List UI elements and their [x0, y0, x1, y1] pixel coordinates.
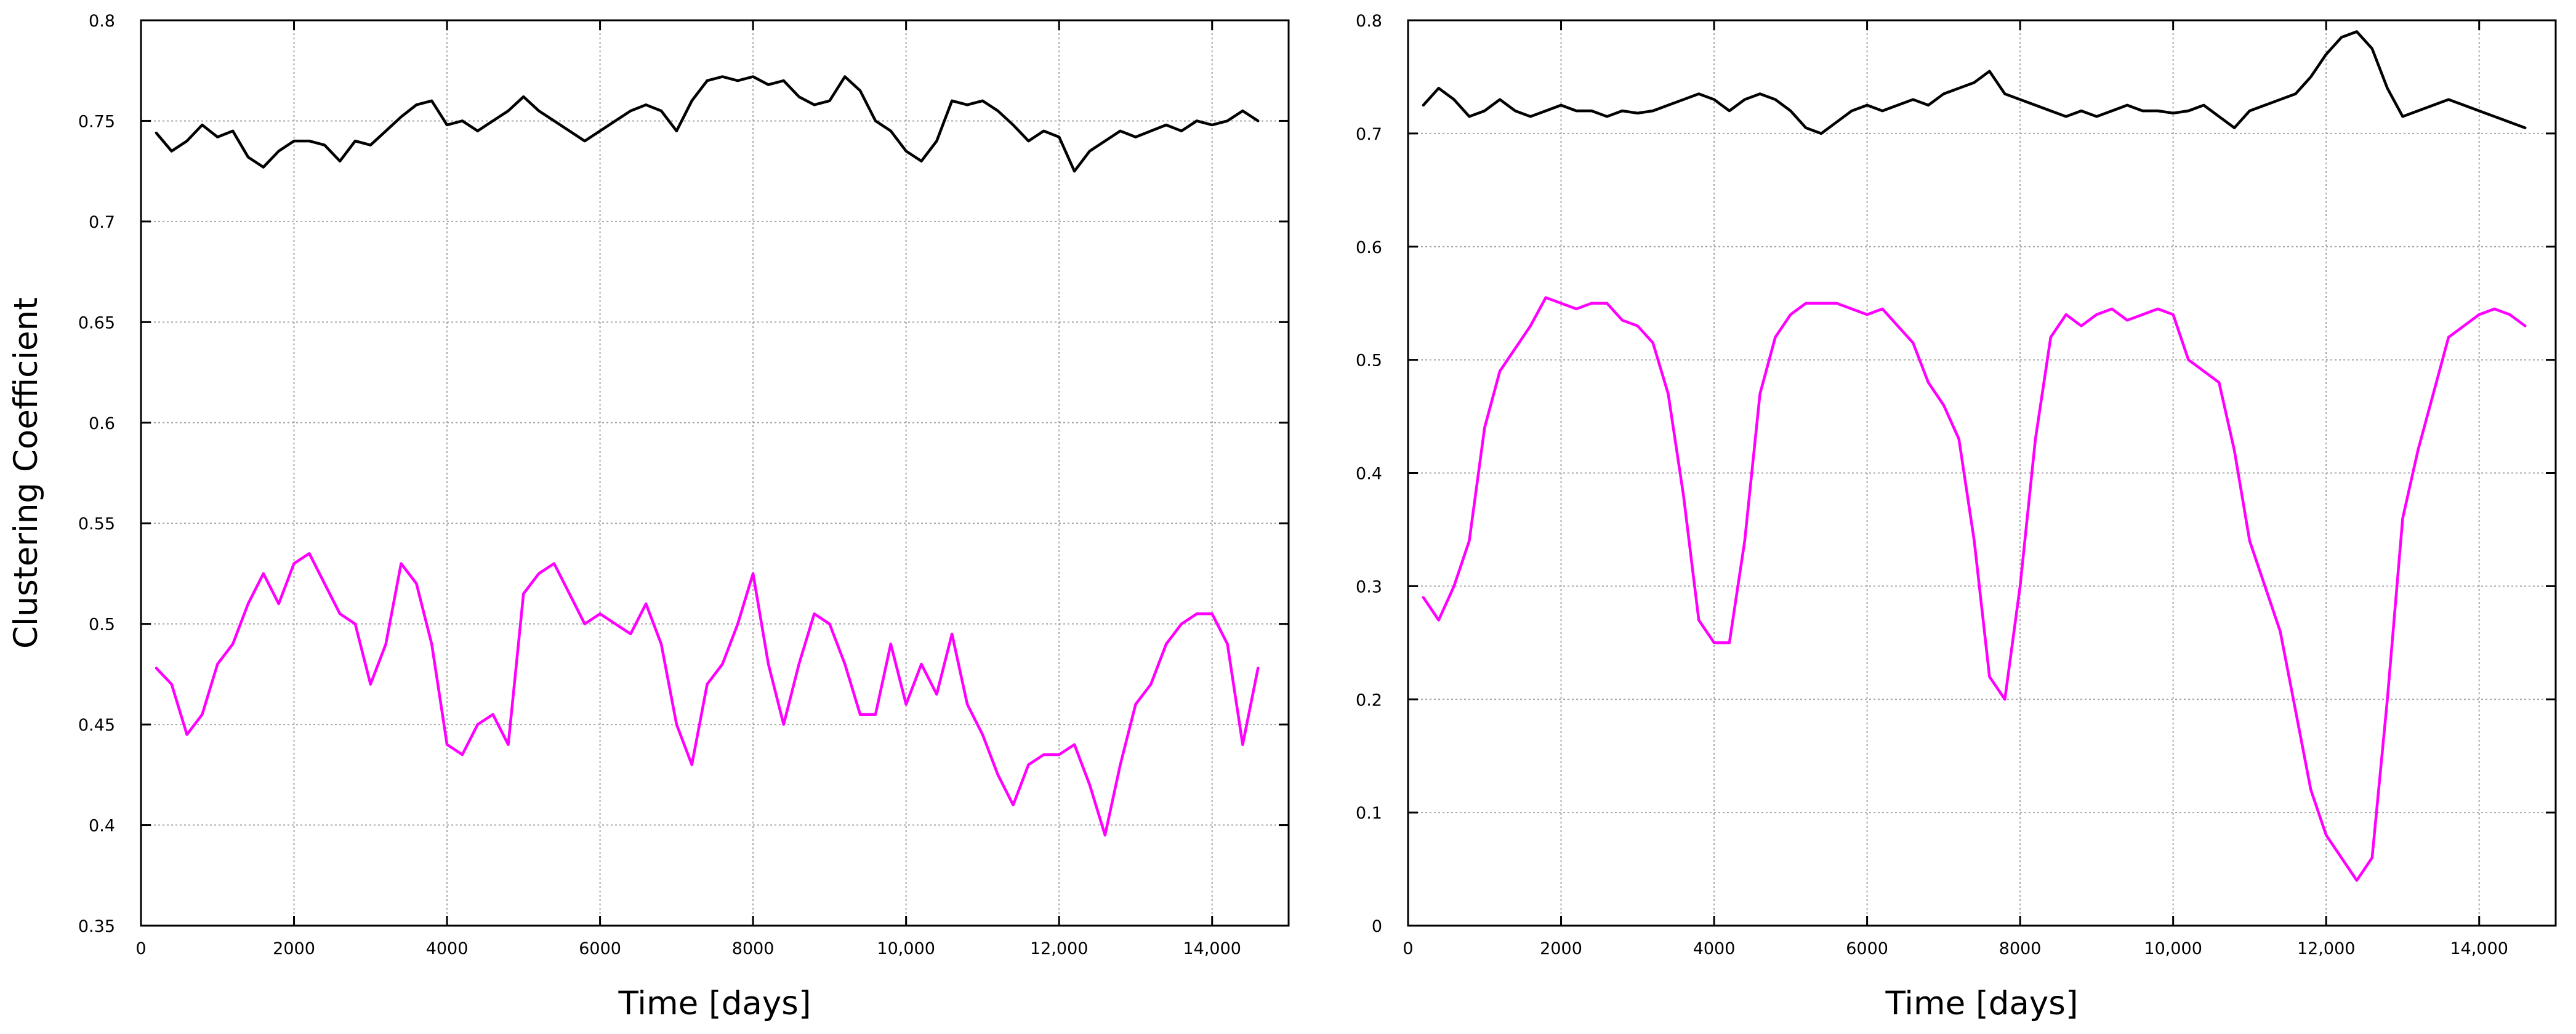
y-tick-label: 0.45	[78, 716, 115, 735]
x-tick-label: 4000	[1693, 939, 1736, 958]
x-tick-label: 14,000	[2450, 939, 2508, 958]
x-tick-label: 12,000	[1030, 939, 1088, 958]
y-tick-label: 0.3	[1356, 577, 1382, 596]
y-tick-label: 0.6	[1356, 238, 1382, 257]
x-tick-label: 4000	[426, 939, 469, 958]
y-tick-label: 0.7	[89, 213, 115, 232]
x-tick-label: 2000	[1540, 939, 1582, 958]
y-tick-label: 0.5	[89, 615, 115, 635]
y-tick-label: 0.65	[78, 313, 115, 332]
left-chart-panel: 0 2000 4000 6000 8000 10,000 12,000 14,000 0.35 0…	[7, 12, 1290, 1022]
y-tick-label: 0.75	[78, 112, 115, 131]
series-line-1	[1422, 296, 2527, 882]
y-tick-label: 0.7	[1356, 125, 1382, 144]
x-tick-label: 0	[1403, 939, 1413, 958]
series-line-0	[1422, 30, 2527, 135]
x-tick-label: 10,000	[877, 939, 935, 958]
right-chart-panel: 0 2000 4000 6000 8000 10,000 12,000 14,000 0 0.1 0…	[1356, 12, 2557, 1022]
x-tick-label: 6000	[579, 939, 621, 958]
x-axis-label: Time [days]	[618, 985, 811, 1022]
plot-frame	[140, 19, 1290, 927]
x-tick-label: 8000	[1999, 939, 2042, 958]
x-tick-label: 14,000	[1183, 939, 1241, 958]
y-tick-label: 0	[1372, 917, 1382, 936]
y-tick-label: 0.35	[78, 917, 115, 936]
x-tick-label: 12,000	[2297, 939, 2355, 958]
y-tick-label: 0.4	[1356, 465, 1382, 484]
x-tick-label: 0	[135, 939, 146, 958]
x-tick-label: 2000	[273, 939, 315, 958]
y-tick-label: 0.1	[1356, 804, 1382, 823]
y-tick-label: 0.2	[1356, 691, 1382, 710]
y-tick-label: 0.55	[78, 515, 115, 534]
series-line-0	[155, 75, 1260, 173]
y-axis-label: Clustering Coefficient	[7, 297, 45, 649]
x-tick-label: 6000	[1846, 939, 1888, 958]
y-tick-label: 0.6	[89, 414, 115, 433]
y-tick-label: 0.8	[1356, 12, 1382, 31]
x-tick-label: 8000	[732, 939, 775, 958]
y-tick-label: 0.4	[89, 817, 115, 836]
y-tick-label: 0.5	[1356, 351, 1382, 371]
x-tick-label: 10,000	[2144, 939, 2202, 958]
y-tick-label: 0.8	[89, 12, 115, 31]
x-axis-label: Time [days]	[1885, 985, 2078, 1022]
series-line-1	[155, 552, 1260, 837]
